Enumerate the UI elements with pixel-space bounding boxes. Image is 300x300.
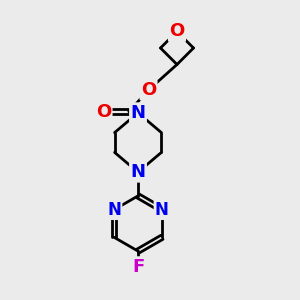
Text: O: O [96, 103, 111, 121]
Text: N: N [155, 201, 169, 219]
Text: N: N [130, 104, 146, 122]
Text: O: O [141, 81, 156, 99]
Text: F: F [132, 258, 144, 276]
Text: O: O [169, 22, 184, 40]
Text: N: N [130, 163, 146, 181]
Text: N: N [107, 201, 121, 219]
